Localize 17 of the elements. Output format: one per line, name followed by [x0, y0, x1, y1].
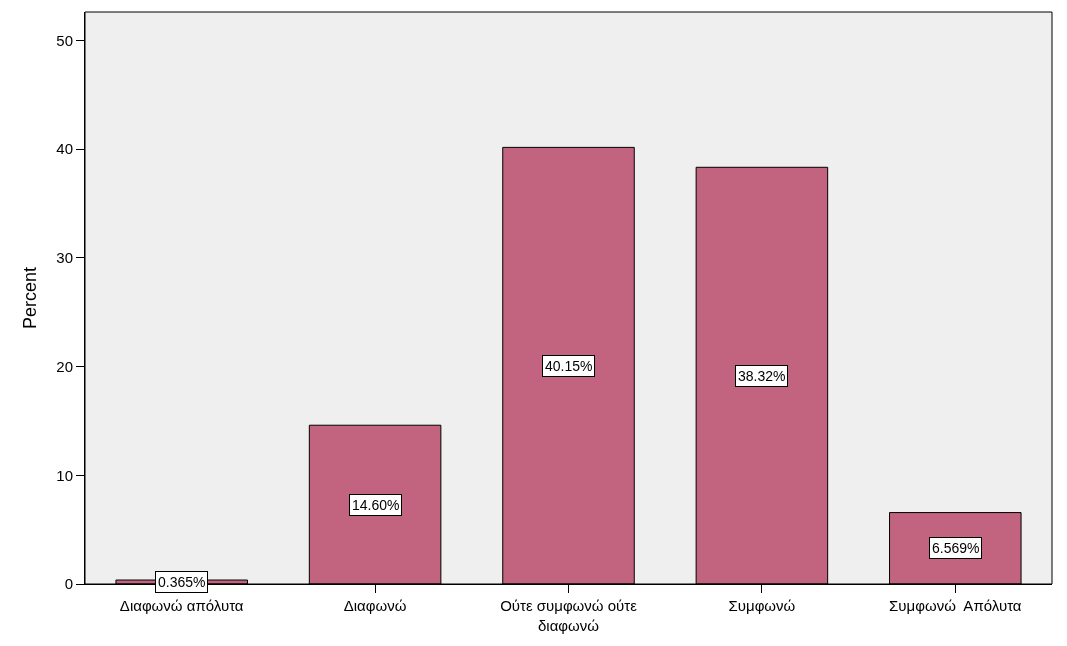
x-tick-label: Ούτε συμφωνώ ούτε διαφωνώ	[500, 597, 638, 634]
x-tick-label: Διαφωνώ απόλυτα	[119, 597, 244, 614]
y-tick-label: 0	[64, 575, 73, 593]
y-tick-label: 40	[56, 140, 73, 158]
y-tick-label: 50	[56, 31, 73, 49]
data-label: 38.32%	[738, 368, 786, 384]
x-tick-label: Διαφωνώ	[343, 597, 407, 614]
y-tick-label: 10	[56, 466, 73, 484]
y-tick-label: 30	[56, 249, 73, 267]
y-tick-label: 20	[56, 357, 73, 375]
data-label: 6.569%	[932, 540, 980, 556]
y-axis-title: Percent	[19, 266, 40, 330]
data-label: 14.60%	[352, 497, 400, 513]
data-label: 0.365%	[158, 574, 206, 590]
x-tick-label: Συμφωνώ	[728, 597, 796, 614]
data-label: 40.15%	[545, 358, 593, 374]
x-tick-label: Συμφωνώ Απόλυτα	[889, 597, 1022, 614]
